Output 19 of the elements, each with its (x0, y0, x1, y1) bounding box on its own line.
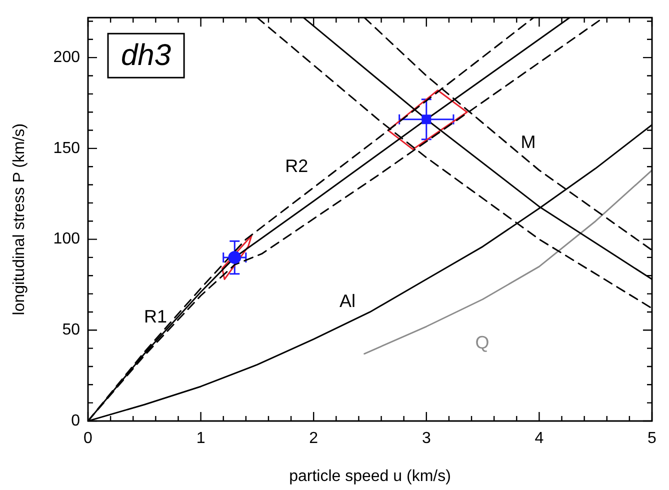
annotation: dh3 (120, 38, 172, 72)
x-tick-label: 0 (84, 430, 93, 448)
x-axis-title: particle speed u (km/s) (289, 468, 451, 485)
y-tick-label: 150 (53, 140, 80, 157)
y-tick-label: 100 (53, 230, 80, 248)
x-tick-label: 5 (648, 430, 657, 448)
series-label: Al (339, 290, 356, 311)
y-tick-label: 50 (62, 322, 80, 339)
y-tick-label: 0 (71, 412, 80, 430)
x-tick-label: 4 (534, 430, 544, 448)
x-tick-label: 1 (196, 430, 206, 448)
x-tick-label: 3 (422, 430, 431, 448)
series-label: M (520, 132, 536, 152)
series-label: R2 (285, 156, 308, 176)
y-axis-title: longitudinal stress P (km/s) (11, 123, 28, 316)
series-label: Q (475, 332, 490, 352)
series-label: R1 (144, 306, 167, 327)
x-tick-label: 2 (309, 430, 318, 448)
y-tick-label: 200 (53, 48, 80, 66)
